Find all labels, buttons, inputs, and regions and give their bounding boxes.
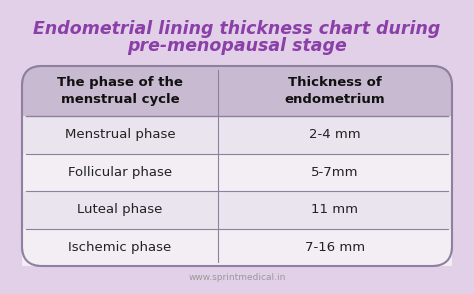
FancyBboxPatch shape	[22, 228, 452, 266]
Text: Luteal phase: Luteal phase	[77, 203, 163, 216]
FancyBboxPatch shape	[22, 153, 452, 191]
Text: Ischemic phase: Ischemic phase	[68, 241, 172, 254]
FancyBboxPatch shape	[22, 191, 452, 228]
Text: www.sprintmedical.in: www.sprintmedical.in	[188, 273, 286, 283]
Text: Thickness of
endometrium: Thickness of endometrium	[284, 76, 385, 106]
Text: 7-16 mm: 7-16 mm	[305, 241, 365, 254]
FancyBboxPatch shape	[22, 66, 452, 116]
Text: Endometrial lining thickness chart during: Endometrial lining thickness chart durin…	[33, 20, 441, 38]
Text: 11 mm: 11 mm	[311, 203, 358, 216]
Text: pre-menopausal stage: pre-menopausal stage	[127, 37, 347, 55]
Text: Follicular phase: Follicular phase	[68, 166, 172, 179]
FancyBboxPatch shape	[22, 116, 452, 153]
Text: 2-4 mm: 2-4 mm	[309, 128, 361, 141]
Text: 5-7mm: 5-7mm	[311, 166, 358, 179]
Text: Menstrual phase: Menstrual phase	[64, 128, 175, 141]
FancyBboxPatch shape	[22, 66, 452, 266]
Text: The phase of the
menstrual cycle: The phase of the menstrual cycle	[57, 76, 183, 106]
FancyBboxPatch shape	[22, 93, 452, 116]
